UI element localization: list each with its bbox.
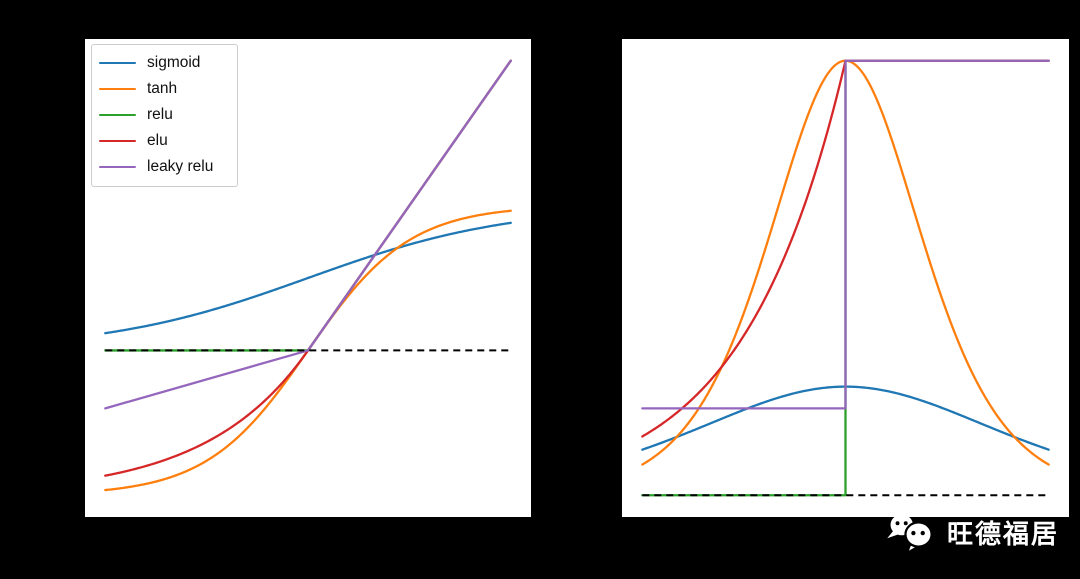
- legend-swatch: [99, 113, 136, 117]
- series-leaky-relu: [104, 59, 512, 410]
- legend-swatch: [99, 165, 136, 169]
- legend-item-tanh: tanh: [99, 76, 229, 102]
- legend-item-leaky-relu: leaky relu: [99, 154, 229, 180]
- legend-label: leaky relu: [147, 158, 214, 176]
- legend-label: elu: [147, 132, 168, 150]
- legend-label: relu: [147, 106, 173, 124]
- legend-item-elu: elu: [99, 128, 229, 154]
- series-leaky-relu-derivative: [641, 59, 1050, 410]
- legend-item-relu: relu: [99, 102, 229, 128]
- legend-swatch: [99, 139, 136, 143]
- watermark: 旺德福居: [884, 511, 1059, 557]
- legend-label: tanh: [147, 80, 178, 98]
- legend-label: sigmoid: [147, 54, 201, 72]
- legend-box: sigmoid tanh relu elu leaky relu: [91, 44, 238, 187]
- activation-derivatives-plot: [622, 39, 1069, 517]
- legend-swatch: [99, 61, 136, 65]
- legend-swatch: [99, 87, 136, 91]
- legend-item-sigmoid: sigmoid: [99, 50, 229, 76]
- series-sigmoid: [104, 221, 512, 335]
- wechat-icon: [887, 514, 933, 555]
- watermark-text: 旺德福居: [947, 519, 1060, 549]
